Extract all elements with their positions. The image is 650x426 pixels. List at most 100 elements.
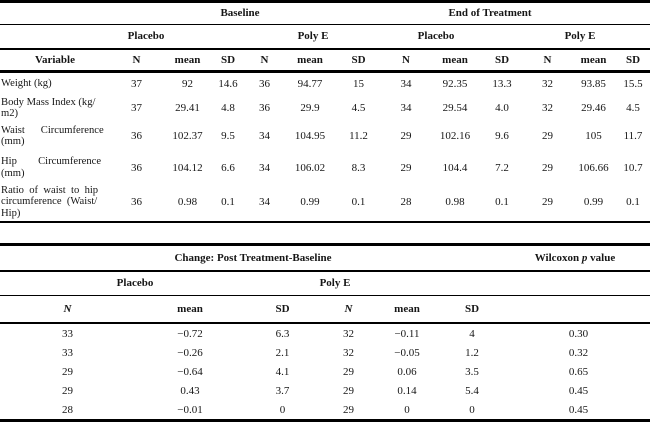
table-cell: 3.5: [465, 365, 479, 378]
table-cell: 37: [131, 102, 142, 115]
table-cell: 11.2: [349, 130, 368, 143]
table-cell: 106.02: [294, 161, 326, 174]
table-cell: 29.41: [175, 102, 200, 115]
table-cell: 0.1: [626, 196, 640, 209]
table-cell: 0.65: [568, 365, 589, 378]
table-cell: 104.4: [442, 161, 468, 174]
variable-label: Weight (kg): [1, 78, 52, 90]
table-cell: 36: [131, 161, 142, 174]
table-cell: 0.99: [583, 196, 604, 209]
table-row: Weight (kg) 37 92 14.6 36 94.77 15 34 92…: [0, 73, 650, 96]
table-cell: 2.1: [275, 346, 290, 359]
header-sd: SD: [494, 54, 510, 67]
rule-top: [0, 243, 650, 246]
table-cell: −0.01: [177, 403, 203, 416]
table-cell: 0.1: [221, 196, 235, 209]
table-cell: 1.2: [465, 346, 479, 359]
table-cell: 32: [542, 78, 553, 91]
wilcoxon-word: Wilcoxon: [534, 251, 580, 264]
table-cell: 36: [131, 130, 142, 143]
group-header-baseline: Baseline: [220, 7, 260, 19]
table-cell: 8.3: [351, 161, 366, 174]
table-cell: 0.32: [568, 346, 589, 359]
table-cell: 0.99: [300, 196, 320, 209]
table-cell: 36: [259, 78, 270, 91]
table-row: Body Mass Index (kg/ m2) 37 29.41 4.8 36…: [0, 96, 650, 121]
table-cell: 29: [542, 130, 553, 143]
table-cell: 29: [343, 403, 354, 416]
header-n: N: [344, 302, 353, 315]
table-cell: 15: [353, 78, 364, 91]
variable-label: Body Mass Index (kg/ m2): [1, 96, 96, 120]
header-mean: mean: [394, 302, 420, 315]
header-empty: [507, 296, 650, 322]
table-cell: 29.9: [300, 102, 320, 115]
table-cell: 28: [400, 196, 412, 209]
table-cell: 0.1: [495, 196, 509, 209]
arm-header-polye: Poly E: [319, 277, 351, 290]
table-cell: 6.3: [275, 327, 290, 340]
table-cell: 4.5: [626, 102, 640, 115]
table-cell: 29: [343, 384, 354, 397]
table-cell: 34: [259, 196, 270, 209]
table-cell: 33: [62, 346, 73, 359]
table-cell: 29: [62, 365, 73, 378]
arm-header-placebo-eot: Placebo: [417, 30, 455, 43]
table-cell: 0.30: [568, 327, 589, 340]
rule-top: [0, 0, 650, 3]
table-cell: 0.1: [351, 196, 366, 209]
header-mean: mean: [177, 302, 203, 315]
header-sd: SD: [220, 54, 236, 67]
table-row: Waist Circumference (mm) 36 102.37 9.5 3…: [0, 121, 650, 152]
wilcoxon-p-value-header: Wilcoxon p value: [535, 252, 615, 264]
table-cell: 34: [400, 102, 412, 115]
table-cell: 13.3: [492, 78, 512, 91]
variable-label: Waist Circumference (mm): [1, 124, 104, 148]
table-gap: [0, 223, 650, 243]
group-header-end-of-treatment: End of Treatment: [448, 7, 532, 19]
header-n: N: [402, 54, 410, 67]
header-n: N: [260, 54, 269, 67]
rule: [0, 23, 650, 25]
table-cell: 29: [542, 161, 553, 174]
header-mean: mean: [297, 54, 323, 67]
header-mean: mean: [580, 54, 607, 67]
rule-bottom: [0, 220, 650, 224]
table-cell: 102.16: [439, 130, 471, 143]
table-cell: 0: [279, 403, 286, 416]
table-cell: 7.2: [495, 161, 509, 174]
table-cell: 105: [585, 130, 602, 143]
rule-bottom: [0, 419, 650, 422]
header-sd: SD: [625, 54, 641, 67]
table-cell: 34: [259, 130, 270, 143]
table-cell: 94.77: [297, 78, 323, 91]
table-cell: 92: [182, 78, 193, 91]
table-cell: 10.7: [623, 161, 643, 174]
table-cell: 3.7: [275, 384, 290, 397]
header-sd: SD: [464, 302, 480, 315]
table-cell: 32: [343, 327, 354, 340]
table-cell: 37: [131, 78, 142, 91]
rule: [0, 47, 650, 51]
rule: [0, 321, 650, 325]
table-cell: 9.5: [221, 130, 235, 143]
table-cell: 0.45: [568, 403, 589, 416]
title-header-row: Change: Post Treatment-Baseline Wilcoxon…: [0, 246, 650, 270]
arm-header-placebo: Placebo: [116, 277, 154, 290]
rule: [0, 70, 650, 73]
table-cell: 0.06: [397, 365, 417, 378]
rule: [0, 269, 650, 272]
table-cell: 6.6: [221, 161, 235, 174]
table-cell: 29.54: [442, 102, 468, 115]
table-cell: 0: [404, 403, 410, 416]
table-row: 33 −0.26 2.1 32 −0.05 1.2 0.32: [0, 343, 650, 362]
header-variable: Variable: [35, 54, 75, 67]
table-cell: 4.5: [351, 102, 366, 115]
change-title: Change: Post Treatment-Baseline: [174, 251, 332, 264]
table-cell: 29.46: [581, 102, 606, 115]
table-cell: −0.72: [177, 327, 203, 340]
table-cell: 11.7: [623, 130, 643, 143]
table-cell: 32: [343, 346, 354, 359]
table-row: Hip Circumference (mm) 36 104.12 6.6 34 …: [0, 152, 650, 184]
